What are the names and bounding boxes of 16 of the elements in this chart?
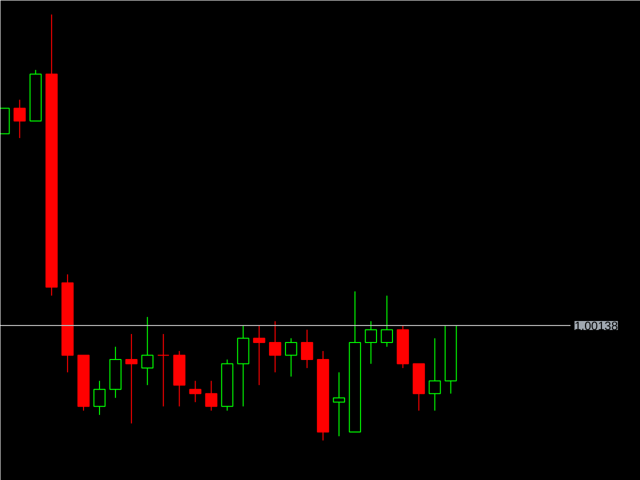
candlestick [332,372,346,437]
candlestick [141,316,154,386]
text: 1.00138 [574,318,618,333]
candlestick [14,99,26,139]
candlestick [380,295,393,348]
candlestick [285,338,298,378]
candlestick [93,380,106,416]
candlestick [300,329,314,369]
candlestick [428,338,441,412]
candlestick [157,333,170,407]
candlestick [364,320,378,364]
candlestick [253,324,266,386]
candlestick [205,380,218,412]
candlestick [189,380,202,403]
candlestick [125,333,138,424]
candlestick [269,320,282,373]
